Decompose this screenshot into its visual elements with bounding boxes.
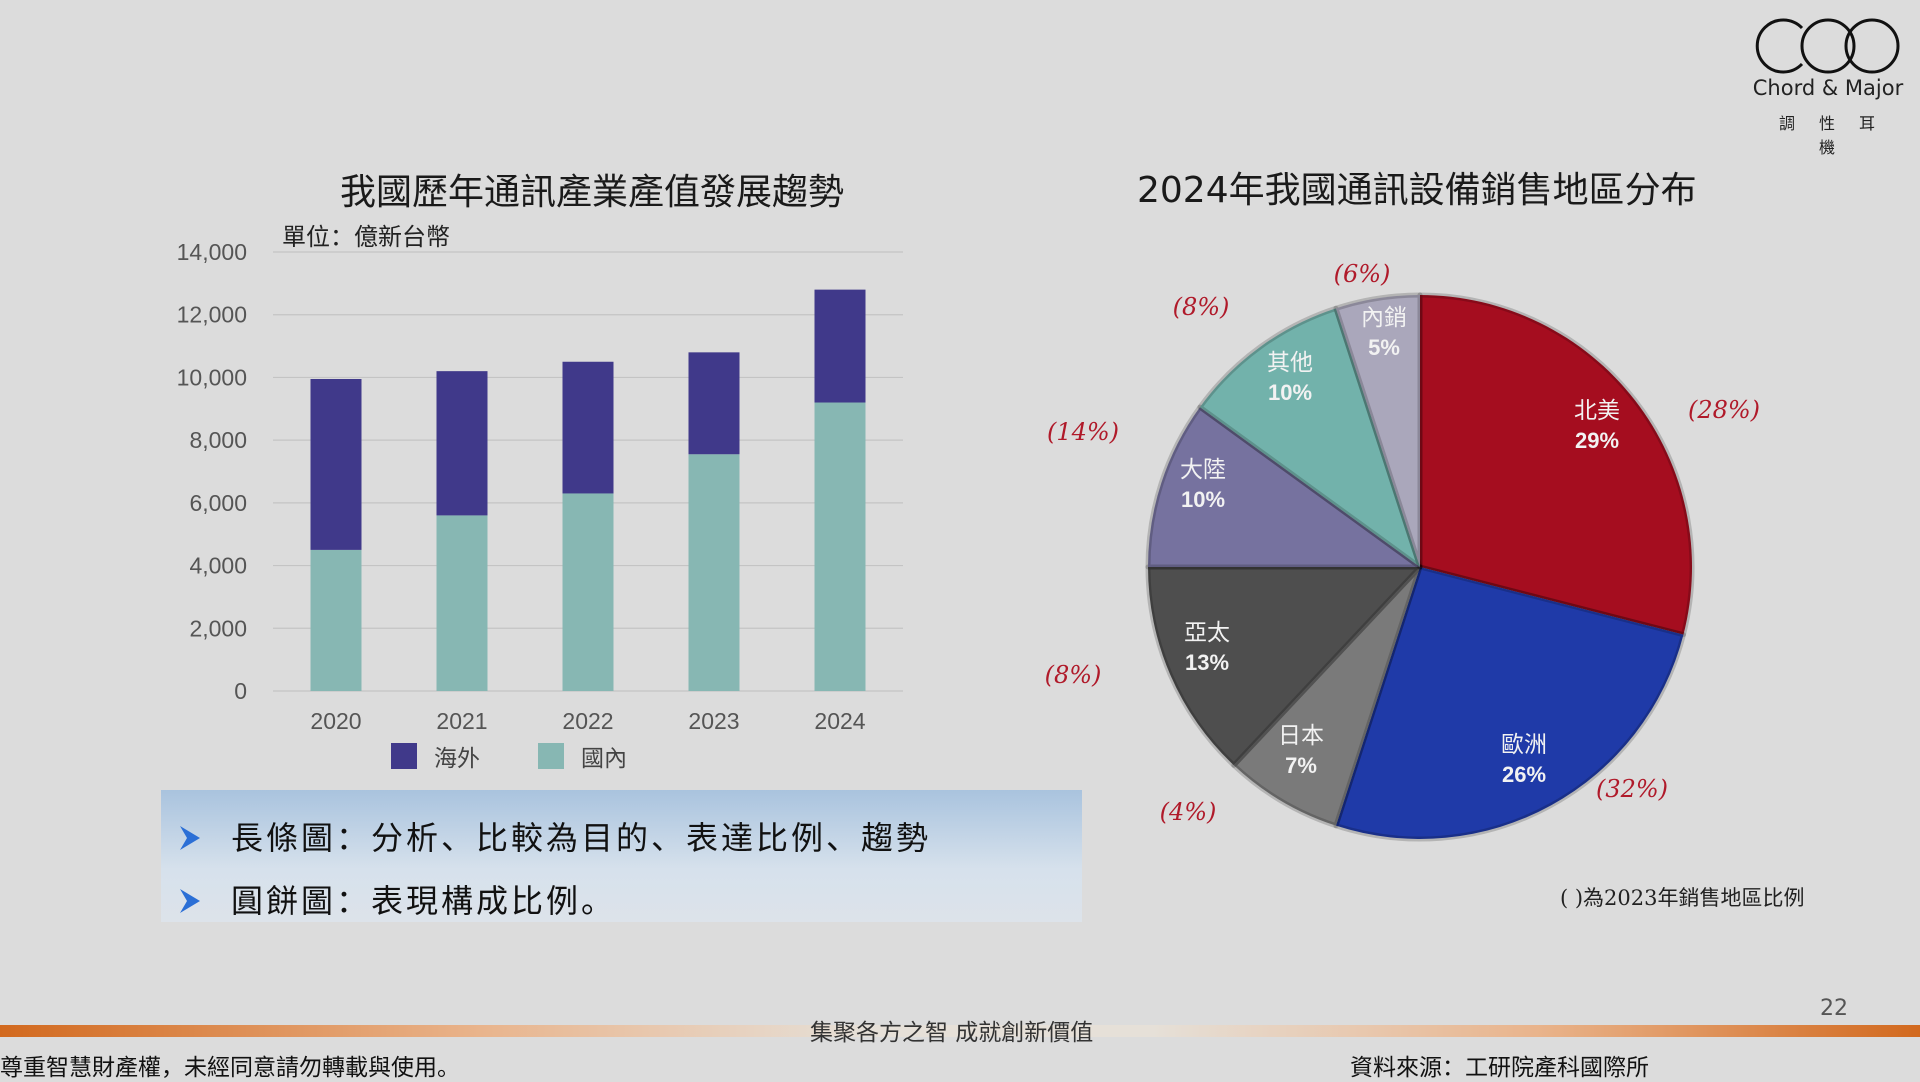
slice-label: 大陸	[1180, 457, 1226, 483]
y-tick-label: 6,000	[189, 490, 247, 516]
slice-percent: 7%	[1285, 753, 1317, 778]
logo-rings-icon	[1755, 18, 1900, 74]
callout-item: 圓餅圖：表現構成比例。	[179, 876, 616, 922]
slice-percent: 29%	[1575, 428, 1619, 453]
y-tick-label: 8,000	[189, 427, 247, 453]
pie-slice	[1197, 305, 1423, 570]
bar-segment	[562, 493, 614, 691]
callout-item: 長條圖：分析、比較為目的、表達比例、趨勢	[179, 813, 931, 859]
slice-label: 北美	[1574, 398, 1620, 424]
prev-year-percent: (14%)	[1047, 418, 1119, 446]
slice-percent: 5%	[1368, 335, 1400, 360]
prev-year-percent: (6%)	[1334, 260, 1391, 288]
x-tick-label: 2022	[562, 708, 613, 734]
slice-label: 亞太	[1184, 620, 1230, 646]
legend-swatch	[538, 743, 564, 769]
logo-subtitle: 調性耳機	[1778, 114, 1899, 157]
legend-label: 海外	[434, 746, 480, 772]
logo-name: Chord & Major	[1752, 76, 1904, 100]
pie-slice	[1417, 292, 1695, 638]
y-tick-label: 10,000	[177, 364, 247, 390]
pie-slice	[1145, 404, 1423, 570]
x-tick-label: 2021	[436, 708, 487, 734]
x-tick-label: 2023	[688, 708, 739, 734]
bar-chart-unit: 單位：億新台幣	[282, 223, 450, 251]
stacked-bar-chart: 0 2,000 4,000 6,000 8,000 10,000 12,000 14,000 2…	[177, 239, 903, 772]
prev-year-percent: (4%)	[1160, 798, 1217, 826]
slice-label: 內銷	[1361, 305, 1407, 331]
bar-segment	[814, 402, 866, 691]
pie-slice	[1145, 564, 1423, 768]
page-number: 22	[1820, 996, 1848, 1021]
bar-segment	[436, 371, 488, 516]
slice-label: 其他	[1267, 350, 1313, 376]
bar-segment	[688, 352, 740, 455]
pie-slice	[1231, 564, 1423, 829]
pie-chart-title: 2024年我國通訊設備銷售地區分布	[1137, 170, 1697, 211]
callout-text: 長條圖：分析、比較為目的、表達比例、趨勢	[231, 819, 932, 857]
footer-divider	[0, 1025, 1920, 1037]
bar-chart-title: 我國歷年通訊產業產值發展趨勢	[340, 172, 845, 213]
legend-swatch	[391, 743, 417, 769]
brand-logo: Chord & Major 調性耳機	[1738, 18, 1918, 157]
bar-segment	[436, 515, 488, 691]
pie-note: ( )為2023年銷售地區比例	[1560, 886, 1805, 910]
y-tick-label: 4,000	[189, 553, 247, 579]
prev-year-percent: (8%)	[1045, 661, 1102, 689]
prev-year-percent: (28%)	[1688, 396, 1760, 424]
bar-segment	[562, 361, 614, 494]
legend-label: 國內	[581, 746, 627, 772]
slice-percent: 13%	[1185, 650, 1229, 675]
slice-percent: 26%	[1502, 762, 1546, 787]
x-tick-label: 2024	[814, 708, 865, 734]
pie-slice	[1333, 564, 1686, 842]
pie-chart: 北美 29% (28%) 歐洲 26% (32%) 日本 7% (4%) 亞太 13% (8%) 大陸 1…	[1045, 260, 1760, 842]
copyright-notice: 尊重智慧財產權，未經同意請勿轉載與使用。	[0, 1055, 460, 1081]
pie-slice	[1333, 292, 1423, 570]
bar-segment	[814, 289, 866, 403]
x-tick-label: 2020	[310, 708, 361, 734]
arrow-bullet-icon	[180, 889, 200, 913]
slice-label: 歐洲	[1501, 732, 1547, 758]
arrow-bullet-icon	[180, 826, 200, 850]
y-tick-label: 0	[234, 678, 247, 704]
callout-box: 長條圖：分析、比較為目的、表達比例、趨勢 圓餅圖：表現構成比例。	[161, 790, 1082, 922]
callout-text: 圓餅圖：表現構成比例。	[231, 882, 617, 920]
slice-percent: 10%	[1181, 487, 1225, 512]
footer-slogan: 集聚各方之智 成就創新價值	[810, 1020, 1094, 1046]
slice-label: 日本	[1278, 723, 1324, 749]
bar-segment	[310, 378, 362, 550]
bar-segment	[688, 454, 740, 691]
prev-year-percent: (32%)	[1596, 775, 1668, 803]
y-tick-label: 14,000	[177, 239, 247, 265]
y-tick-label: 12,000	[177, 302, 247, 328]
slice-percent: 10%	[1268, 380, 1312, 405]
data-source: 資料來源：工研院產科國際所	[1350, 1055, 1649, 1081]
bar-segment	[310, 549, 362, 691]
prev-year-percent: (8%)	[1173, 293, 1230, 321]
y-tick-label: 2,000	[189, 615, 247, 641]
